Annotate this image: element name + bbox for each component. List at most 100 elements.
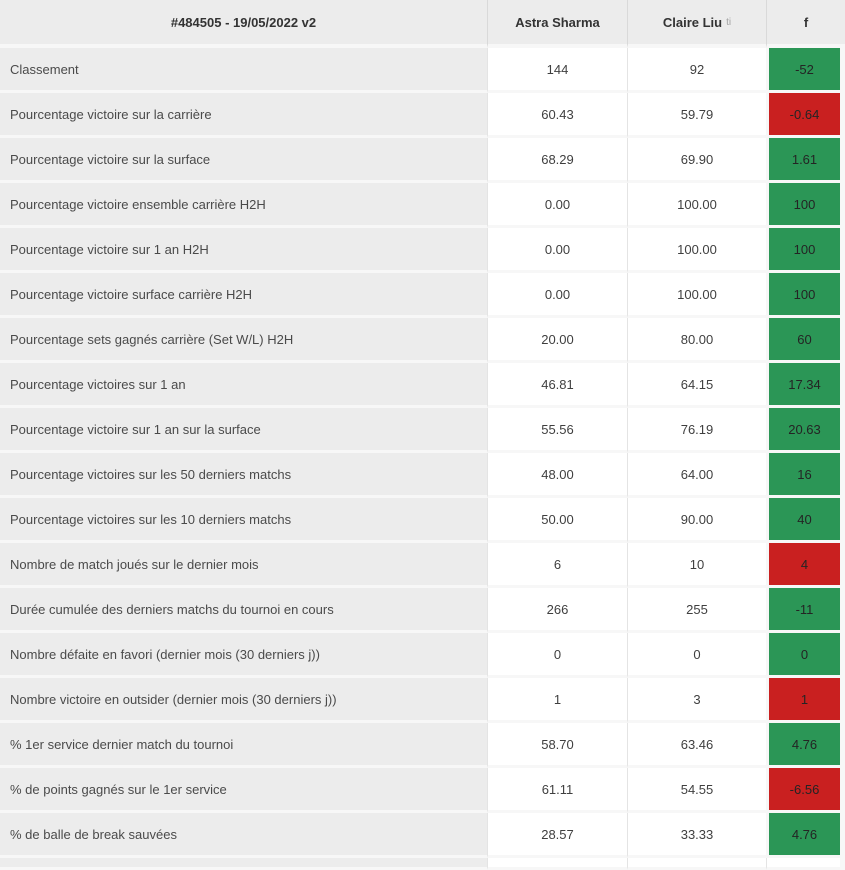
metric-label: % 1er service dernier match du tournoi — [0, 723, 487, 768]
table-row: Pourcentage victoire sur 1 an H2H 0.00 1… — [0, 228, 845, 273]
table-row: Classement 144 92 -52 — [0, 48, 845, 93]
metric-label: % de balle de break sauvées — [0, 813, 487, 858]
player2-value: 54.55 — [627, 768, 766, 813]
player1-value: 61.11 — [487, 768, 627, 813]
diff-value: 1.61 — [766, 138, 840, 183]
diff-value: 1 — [766, 678, 840, 723]
table-row: Pourcentage victoire sur la surface 68.2… — [0, 138, 845, 183]
table-row: Nombre victoire en outsider (dernier moi… — [0, 678, 845, 723]
player1-value: 1 — [487, 678, 627, 723]
player1-value: 55.56 — [487, 408, 627, 453]
diff-value: 60 — [766, 318, 840, 363]
metric-label: Pourcentage victoire surface carrière H2… — [0, 273, 487, 318]
diff-value: -52 — [766, 48, 840, 93]
diff-column-header: f — [766, 0, 845, 48]
player1-value: 0 — [487, 633, 627, 678]
metric-label: Classement — [0, 48, 487, 93]
player2-value: 10 — [627, 543, 766, 588]
player1-value: 60.43 — [487, 93, 627, 138]
match-title: #484505 - 19/05/2022 v2 — [0, 0, 487, 48]
table-header-row: #484505 - 19/05/2022 v2 Astra Sharma Cla… — [0, 0, 845, 48]
metric-label: Pourcentage victoire sur la carrière — [0, 93, 487, 138]
player2-value: 92 — [627, 48, 766, 93]
player2-value: 255 — [627, 588, 766, 633]
player2-value: 64.00 — [627, 453, 766, 498]
metric-label: Pourcentage victoire sur la surface — [0, 138, 487, 183]
diff-value: 4.76 — [766, 723, 840, 768]
player2-value — [627, 858, 766, 870]
player2-header: Claire Liu ti — [627, 0, 766, 48]
player1-value: 58.70 — [487, 723, 627, 768]
diff-value: 40 — [766, 498, 840, 543]
diff-value: -11 — [766, 588, 840, 633]
table-row: Pourcentage victoire ensemble carrière H… — [0, 183, 845, 228]
player2-value: 100.00 — [627, 183, 766, 228]
metric-label: Pourcentage sets gagnés carrière (Set W/… — [0, 318, 487, 363]
diff-value: 16 — [766, 453, 840, 498]
table-row: Pourcentage victoire sur la carrière 60.… — [0, 93, 845, 138]
player1-value: 266 — [487, 588, 627, 633]
metric-label: Pourcentage victoire sur 1 an H2H — [0, 228, 487, 273]
player1-value: 0.00 — [487, 183, 627, 228]
table-row: Pourcentage victoire sur 1 an sur la sur… — [0, 408, 845, 453]
diff-value: 4 — [766, 543, 840, 588]
player1-value: 0.00 — [487, 273, 627, 318]
table-row: Pourcentage sets gagnés carrière (Set W/… — [0, 318, 845, 363]
player1-value: 48.00 — [487, 453, 627, 498]
player1-value: 144 — [487, 48, 627, 93]
player2-value: 76.19 — [627, 408, 766, 453]
player2-value: 3 — [627, 678, 766, 723]
player1-value: 6 — [487, 543, 627, 588]
diff-value: 4.76 — [766, 813, 840, 858]
table-row: Pourcentage victoires sur les 50 dernier… — [0, 453, 845, 498]
metric-label: Pourcentage victoires sur les 10 dernier… — [0, 498, 487, 543]
player2-value: 64.15 — [627, 363, 766, 408]
diff-value: 20.63 — [766, 408, 840, 453]
player2-value: 0 — [627, 633, 766, 678]
player1-header: Astra Sharma — [487, 0, 627, 48]
player2-value: 100.00 — [627, 228, 766, 273]
player2-value: 80.00 — [627, 318, 766, 363]
table-row: Nombre défaite en favori (dernier mois (… — [0, 633, 845, 678]
table-row: % de points gagnés sur le 1er service 61… — [0, 768, 845, 813]
player2-value: 90.00 — [627, 498, 766, 543]
player2-value: 100.00 — [627, 273, 766, 318]
metric-label: Pourcentage victoires sur 1 an — [0, 363, 487, 408]
table-row — [0, 858, 845, 870]
table-row: % de balle de break sauvées 28.57 33.33 … — [0, 813, 845, 858]
metric-label: Nombre victoire en outsider (dernier moi… — [0, 678, 487, 723]
player2-value: 69.90 — [627, 138, 766, 183]
diff-value: -6.56 — [766, 768, 840, 813]
metric-label — [0, 858, 487, 870]
metric-label: Pourcentage victoires sur les 50 dernier… — [0, 453, 487, 498]
diff-value — [766, 858, 840, 870]
table-row: Nombre de match joués sur le dernier moi… — [0, 543, 845, 588]
table-row: Pourcentage victoires sur 1 an 46.81 64.… — [0, 363, 845, 408]
diff-value: 100 — [766, 228, 840, 273]
table-row: Pourcentage victoire surface carrière H2… — [0, 273, 845, 318]
player1-value: 28.57 — [487, 813, 627, 858]
player1-value: 68.29 — [487, 138, 627, 183]
player1-name: Astra Sharma — [515, 14, 600, 30]
diff-value: 100 — [766, 183, 840, 228]
player1-value — [487, 858, 627, 870]
player1-value: 46.81 — [487, 363, 627, 408]
player2-value: 63.46 — [627, 723, 766, 768]
diff-value: 17.34 — [766, 363, 840, 408]
metric-label: Pourcentage victoire ensemble carrière H… — [0, 183, 487, 228]
player2-name: Claire Liu — [662, 14, 723, 30]
player2-value: 59.79 — [627, 93, 766, 138]
metric-label: % de points gagnés sur le 1er service — [0, 768, 487, 813]
player1-value: 50.00 — [487, 498, 627, 543]
player1-value: 0.00 — [487, 228, 627, 273]
table-row: Durée cumulée des derniers matchs du tou… — [0, 588, 845, 633]
diff-value: -0.64 — [766, 93, 840, 138]
diff-value: 100 — [766, 273, 840, 318]
player2-note: ti — [726, 16, 732, 28]
diff-value: 0 — [766, 633, 840, 678]
table-row: % 1er service dernier match du tournoi 5… — [0, 723, 845, 768]
metric-label: Nombre défaite en favori (dernier mois (… — [0, 633, 487, 678]
player2-value: 33.33 — [627, 813, 766, 858]
player1-value: 20.00 — [487, 318, 627, 363]
